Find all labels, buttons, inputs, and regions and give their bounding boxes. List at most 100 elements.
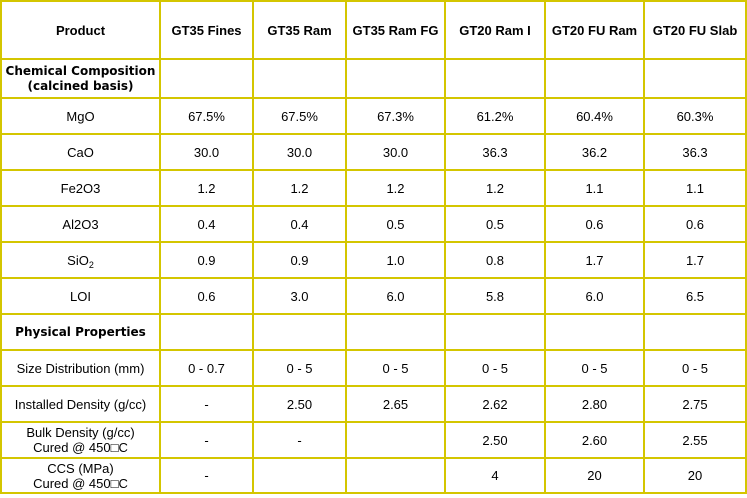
table-cell: [345, 457, 446, 494]
table-cell: 0.5: [444, 205, 546, 243]
column-header: GT35 Ram FG: [345, 0, 446, 60]
table-cell: 5.8: [444, 277, 546, 315]
table-cell: 1.2: [159, 169, 254, 207]
row-label-line: CCS (MPa): [47, 460, 114, 476]
table-cell: 2.50: [444, 421, 546, 459]
table-row: SiO2 0.9 0.9 1.0 0.8 1.7 1.7: [0, 241, 747, 279]
table-cell: 0.6: [643, 205, 747, 243]
table-cell: 20: [544, 457, 645, 494]
column-header: GT35 Ram: [252, 0, 347, 60]
table-cell: 0 - 5: [345, 349, 446, 387]
table-cell: 0.4: [159, 205, 254, 243]
table-cell: -: [159, 385, 254, 423]
table-cell: -: [252, 421, 347, 459]
table-cell: 20: [643, 457, 747, 494]
table-cell: 1.7: [643, 241, 747, 279]
table-cell: 0.4: [252, 205, 347, 243]
table-cell: 67.3%: [345, 97, 446, 135]
row-label: SiO2: [0, 241, 161, 279]
table-cell: [345, 421, 446, 459]
table-cell: 6.5: [643, 277, 747, 315]
row-label: CCS (MPa) Cured @ 450□C: [0, 457, 161, 494]
column-header: GT20 FU Ram: [544, 0, 645, 60]
table-cell: 2.75: [643, 385, 747, 423]
table-row: MgO 67.5% 67.5% 67.3% 61.2% 60.4% 60.3%: [0, 97, 747, 135]
table-cell: -: [159, 421, 254, 459]
product-header: Product: [0, 0, 161, 60]
section-heading-chemical: Chemical Composition (calcined basis): [0, 58, 161, 99]
table-cell: 6.0: [345, 277, 446, 315]
table-cell: 6.0: [544, 277, 645, 315]
row-label: MgO: [0, 97, 161, 135]
section-heading-line: (calcined basis): [27, 78, 134, 93]
table-cell: 0.6: [544, 205, 645, 243]
table-row: Installed Density (g/cc) - 2.50 2.65 2.6…: [0, 385, 747, 423]
section-row-physical: Physical Properties: [0, 313, 747, 351]
table-cell: 2.62: [444, 385, 546, 423]
table-cell: 30.0: [345, 133, 446, 171]
table-row: Size Distribution (mm) 0 - 0.7 0 - 5 0 -…: [0, 349, 747, 387]
table-cell: 4: [444, 457, 546, 494]
table-cell: 2.65: [345, 385, 446, 423]
row-label: Installed Density (g/cc): [0, 385, 161, 423]
table-cell: 0 - 5: [252, 349, 347, 387]
header-row: Product GT35 Fines GT35 Ram GT35 Ram FG …: [0, 0, 747, 60]
table-cell: 1.1: [544, 169, 645, 207]
row-label: Size Distribution (mm): [0, 349, 161, 387]
table-cell: 1.2: [345, 169, 446, 207]
table-cell: 0 - 5: [444, 349, 546, 387]
row-label: Bulk Density (g/cc) Cured @ 450□C: [0, 421, 161, 459]
section-heading-line: Chemical Composition: [5, 63, 156, 78]
table-cell: 1.7: [544, 241, 645, 279]
table-row: Al2O3 0.4 0.4 0.5 0.5 0.6 0.6: [0, 205, 747, 243]
table-cell: 2.55: [643, 421, 747, 459]
table-cell: 30.0: [159, 133, 254, 171]
table-cell: 60.4%: [544, 97, 645, 135]
row-label-line: Bulk Density (g/cc): [26, 425, 135, 440]
table-cell: 0.6: [159, 277, 254, 315]
table-row: Fe2O3 1.2 1.2 1.2 1.2 1.1 1.1: [0, 169, 747, 207]
table-cell: 1.2: [444, 169, 546, 207]
table-cell: [252, 457, 347, 494]
row-label: CaO: [0, 133, 161, 171]
row-label: LOI: [0, 277, 161, 315]
table-cell: 36.3: [643, 133, 747, 171]
table-cell: 60.3%: [643, 97, 747, 135]
table-cell: 30.0: [252, 133, 347, 171]
table-cell: 0 - 5: [643, 349, 747, 387]
row-label-line: Cured @ 450□C: [33, 440, 128, 455]
table-row: CaO 30.0 30.0 30.0 36.3 36.2 36.3: [0, 133, 747, 171]
table-cell: 3.0: [252, 277, 347, 315]
table-cell: 0 - 0.7: [159, 349, 254, 387]
table-row: Bulk Density (g/cc) Cured @ 450□C - - 2.5…: [0, 421, 747, 459]
table-cell: 2.80: [544, 385, 645, 423]
row-label-subscript: 2: [88, 259, 94, 270]
table-cell: 0.5: [345, 205, 446, 243]
table-cell: 61.2%: [444, 97, 546, 135]
row-label: Fe2O3: [0, 169, 161, 207]
row-label-line: Cured @ 450□C: [33, 475, 128, 491]
table-cell: 36.3: [444, 133, 546, 171]
section-heading-physical: Physical Properties: [0, 313, 161, 351]
table-cell: 67.5%: [252, 97, 347, 135]
table-row: LOI 0.6 3.0 6.0 5.8 6.0 6.5: [0, 277, 747, 315]
table-cell: 1.2: [252, 169, 347, 207]
table-cell: 1.0: [345, 241, 446, 279]
table-cell: 0.8: [444, 241, 546, 279]
section-row-chemical: Chemical Composition (calcined basis): [0, 58, 747, 99]
table-cell: 36.2: [544, 133, 645, 171]
table-row: CCS (MPa) Cured @ 450□C - 4 20 20: [0, 457, 747, 494]
table-cell: 0.9: [159, 241, 254, 279]
table-cell: 0 - 5: [544, 349, 645, 387]
column-header: GT35 Fines: [159, 0, 254, 60]
row-label-base: SiO: [67, 252, 89, 268]
column-header: GT20 Ram I: [444, 0, 546, 60]
table-cell: 2.60: [544, 421, 645, 459]
table-cell: -: [159, 457, 254, 494]
table-cell: 1.1: [643, 169, 747, 207]
column-header: GT20 FU Slab: [643, 0, 747, 60]
table-cell: 67.5%: [159, 97, 254, 135]
table-cell: 0.9: [252, 241, 347, 279]
table-cell: 2.50: [252, 385, 347, 423]
